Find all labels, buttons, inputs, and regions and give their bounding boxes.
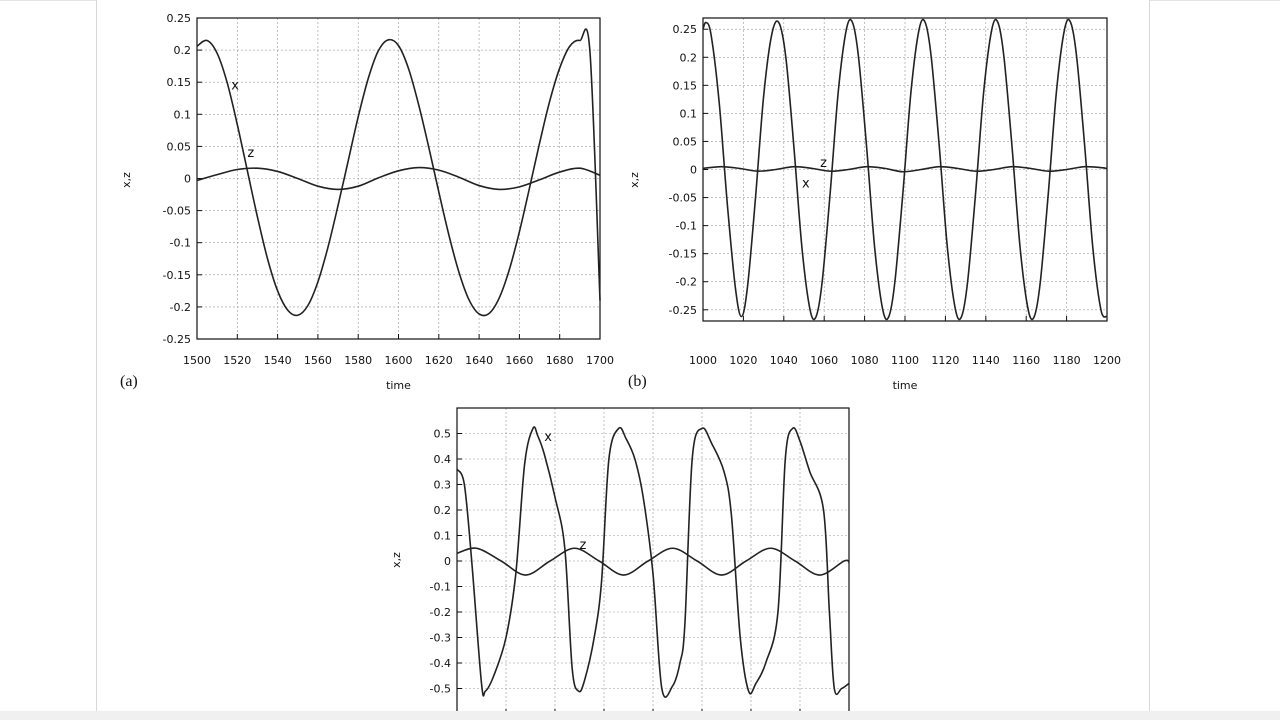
y-tick-label: 0.4 — [434, 453, 452, 466]
chart-a-svg: 0.25 0.2 0.15 0.1 0.05 0 -0.05 -0.1 -0.15 -0.2 -0.… — [120, 12, 614, 392]
x-tick-label: 1080 — [851, 354, 879, 367]
panel-label-a: (a) — [120, 373, 138, 390]
x-tick-label: 1660 — [505, 354, 533, 367]
bottom-bar — [0, 711, 1280, 720]
y-tick-label: 0.2 — [174, 44, 192, 57]
series-label-x: x — [544, 430, 552, 445]
x-tick-label: 1100 — [891, 354, 919, 367]
y-tick-label: -0.2 — [430, 606, 451, 619]
x-tick-label: 1680 — [546, 354, 574, 367]
y-tick-label: 0.15 — [673, 79, 698, 92]
y-tick-label: -0.5 — [430, 683, 451, 696]
chart-panel-c: 0.5 0.4 0.3 0.2 0.1 0 -0.1 -0.2 -0.3 -0.4 -0.5 x,z x… — [380, 400, 870, 715]
series-line-z — [196, 166, 601, 191]
x-tick-label: 1500 — [183, 354, 211, 367]
y-tick-label: 0.2 — [680, 51, 698, 64]
x-tick-label: 1160 — [1012, 354, 1040, 367]
y-tick-label: -0.15 — [163, 269, 191, 282]
y-tick-label: -0.2 — [170, 301, 191, 314]
x-tick-label: 1180 — [1053, 354, 1081, 367]
x-tick-label: 1540 — [264, 354, 292, 367]
y-tick-label: 0.1 — [434, 530, 452, 543]
series-label-z: z — [580, 538, 587, 553]
y-tick-label: 0.05 — [673, 135, 698, 148]
x-axis-title: time — [386, 379, 411, 392]
x-tick-label: 1200 — [1093, 354, 1121, 367]
x-tick-label: 1580 — [344, 354, 372, 367]
x-tick-label: 1120 — [931, 354, 959, 367]
y-tick-label: -0.15 — [669, 248, 697, 261]
x-tick-label: 1640 — [465, 354, 493, 367]
plot-frame — [196, 17, 601, 340]
y-tick-label: -0.25 — [669, 304, 697, 317]
y-tick-label: -0.1 — [676, 220, 697, 233]
series-label-x: x — [802, 177, 810, 192]
x-tick-label: 1040 — [770, 354, 798, 367]
x-tick-label: 1020 — [729, 354, 757, 367]
plot-frame — [702, 17, 1108, 322]
y-tick-label: 0 — [184, 173, 191, 186]
y-axis-title: x,z — [120, 172, 133, 188]
y-tick-label: 0.1 — [680, 107, 698, 120]
chart-c-svg: 0.5 0.4 0.3 0.2 0.1 0 -0.1 -0.2 -0.3 -0.4 -0.5 x,z x… — [390, 407, 850, 715]
y-tick-label: 0.05 — [167, 140, 192, 153]
chart-panel-b: 0.25 0.2 0.15 0.1 0.05 0 -0.05 -0.1 -0.15 -0.2 -0.… — [620, 10, 1140, 400]
panel-label-b: (b) — [628, 373, 647, 390]
y-axis-title: x,z — [390, 552, 403, 568]
y-tick-label: -0.2 — [676, 276, 697, 289]
series-label-z: z — [820, 156, 827, 171]
series-line-x — [702, 18, 1108, 321]
x-tick-label: 1620 — [425, 354, 453, 367]
y-tick-label: 0.25 — [673, 23, 698, 36]
series-line-z — [456, 547, 850, 576]
y-tick-label: -0.1 — [430, 581, 451, 594]
chart-panel-a: 0.25 0.2 0.15 0.1 0.05 0 -0.05 -0.1 -0.15 -0.2 -0.… — [110, 10, 630, 400]
y-tick-label: -0.1 — [170, 237, 191, 250]
y-tick-label: 0.2 — [434, 504, 452, 517]
y-tick-label: -0.05 — [669, 192, 697, 205]
y-tick-label: 0.1 — [174, 108, 192, 121]
y-axis-title: x,z — [628, 172, 641, 188]
x-tick-label: 1560 — [304, 354, 332, 367]
y-tick-label: 0.3 — [434, 479, 452, 492]
x-axis-title: time — [893, 379, 918, 392]
x-tick-label: 1140 — [972, 354, 1000, 367]
y-tick-label: -0.3 — [430, 632, 451, 645]
x-tick-label: 1000 — [689, 354, 717, 367]
x-tick-label: 1520 — [223, 354, 251, 367]
y-tick-label: -0.25 — [163, 333, 191, 346]
y-tick-label: 0 — [690, 164, 697, 177]
series-label-x: x — [231, 79, 239, 94]
y-tick-label: 0 — [444, 555, 451, 568]
series-label-z: z — [247, 146, 254, 161]
series-line-x — [196, 28, 601, 317]
x-tick-label: 1060 — [810, 354, 838, 367]
y-tick-label: -0.05 — [163, 205, 191, 218]
series-line-z — [702, 165, 1108, 173]
y-tick-label: 0.15 — [167, 76, 192, 89]
y-tick-label: 0.5 — [434, 428, 452, 441]
y-tick-label: -0.4 — [430, 657, 451, 670]
x-tick-label: 1600 — [385, 354, 413, 367]
series-line-x — [456, 426, 850, 698]
y-tick-label: 0.25 — [167, 12, 192, 25]
document-page — [96, 0, 1150, 720]
chart-b-svg: 0.25 0.2 0.15 0.1 0.05 0 -0.05 -0.1 -0.15 -0.2 -0.… — [628, 17, 1121, 392]
x-tick-label: 1700 — [586, 354, 614, 367]
